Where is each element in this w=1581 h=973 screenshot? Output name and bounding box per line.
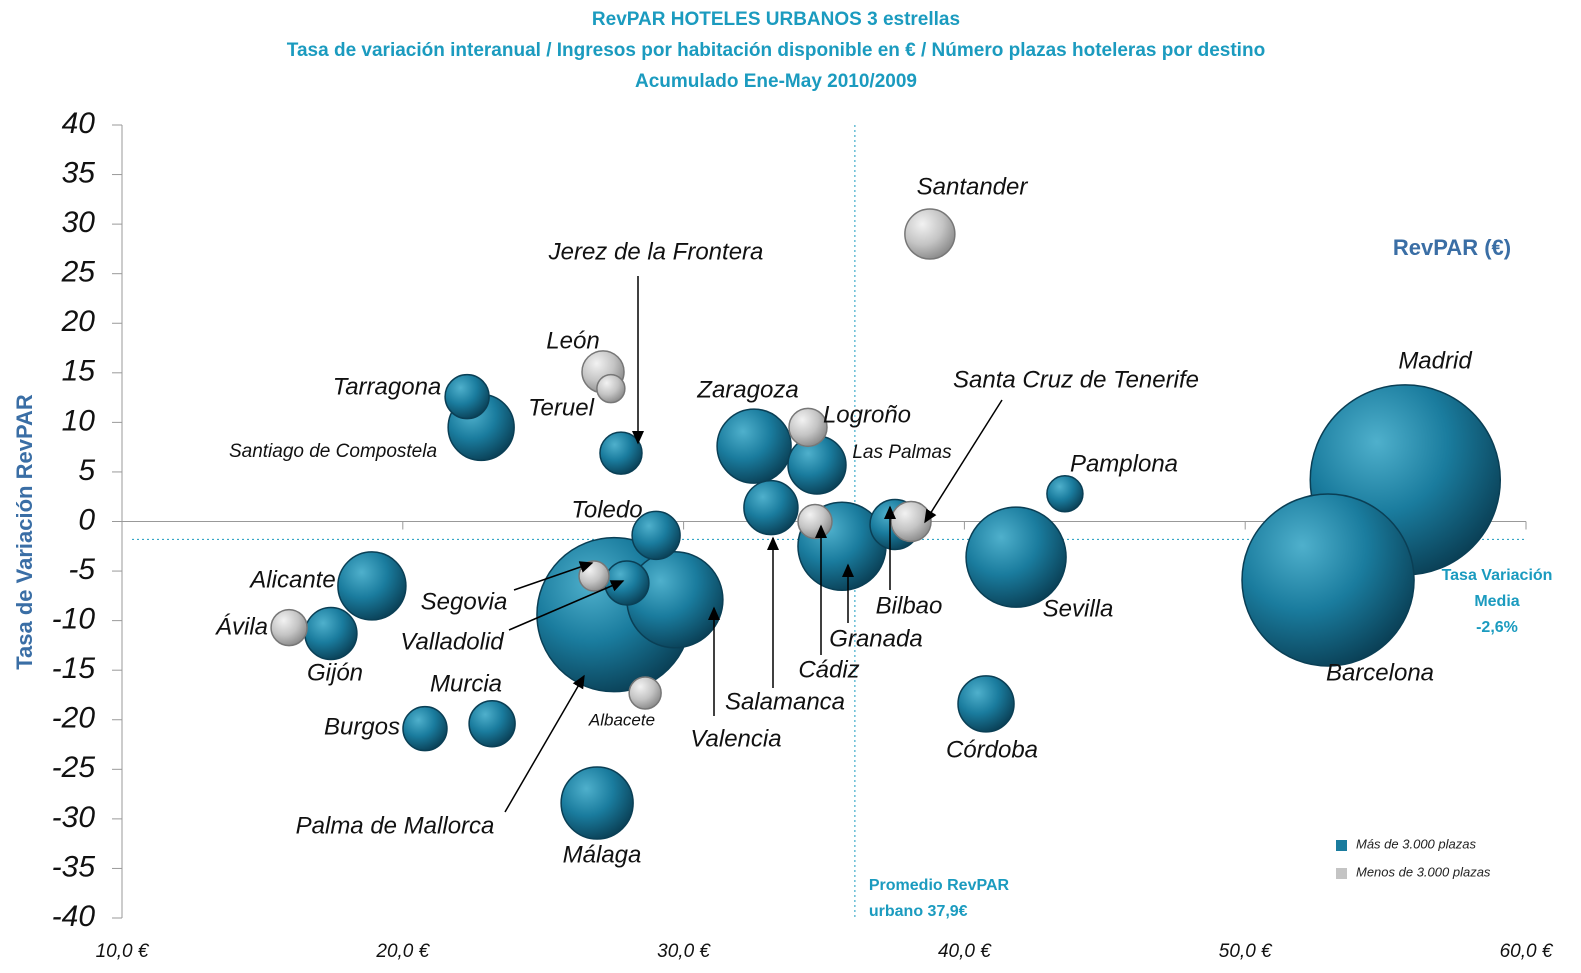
bubble [628,676,662,710]
bubble-label: Málaga [563,841,642,868]
bubble-label: Zaragoza [696,376,798,403]
annotation: urbano 37,9€ [869,903,968,920]
chart-title: RevPAR HOTELES URBANOS 3 estrellas [592,9,960,30]
x-tick-label: 30,0 € [657,941,711,962]
bubble-label: Segovia [421,588,508,615]
x-tick-label: 10,0 € [96,941,150,962]
bubble-label: Logroño [823,401,911,428]
arrow [504,674,585,813]
bubble-label: Cádiz [798,656,859,683]
chart-subtitle: Tasa de variación interanual / Ingresos … [287,40,1265,61]
y-tick-label: -35 [52,850,96,883]
x-axis-label: RevPAR (€) [1393,235,1511,260]
y-tick-label: -10 [52,603,96,636]
x-tick-label: 60,0 € [1500,941,1554,962]
bubble-label: Toledo [571,496,642,523]
y-tick-label: -15 [52,652,96,685]
annotation: Media [1474,593,1519,610]
bubble [444,373,490,420]
y-tick-label: 0 [78,503,95,536]
bubble [957,675,1015,733]
y-tick-label: 30 [62,206,96,239]
bubble-label: Salamanca [725,688,845,715]
bubble-label: Bilbao [876,592,943,619]
bubble-label: Ávila [215,613,268,640]
legend-label: Menos de 3.000 plazas [1356,864,1491,879]
y-tick-label: 40 [62,107,96,140]
bubble [596,373,626,404]
bubble [468,699,516,748]
bubble-label: Alicante [248,566,335,593]
bubble-label: Albacete [588,710,655,729]
bubble-label: Madrid [1398,347,1472,374]
bubble-label: León [546,327,599,354]
legend-swatch [1336,868,1347,879]
bubble-label: Sevilla [1043,595,1114,622]
annotation: Tasa Variación [1442,567,1553,584]
bubble [1241,493,1415,667]
bubble [716,408,792,484]
y-tick-label: -25 [52,751,96,784]
bubble-label: Teruel [528,394,594,421]
y-tick-label: -30 [52,801,96,834]
arrow [924,399,1003,524]
bubble [743,479,799,536]
bubble-label: Pamplona [1070,450,1178,477]
y-tick-label: -40 [52,900,96,933]
bubble-label: Santiago de Compostela [229,441,437,462]
bubble-label: Tarragona [333,373,442,400]
bubble [337,551,407,621]
bubble [788,407,828,448]
y-tick-label: 25 [61,256,96,289]
y-tick-label: 10 [62,404,96,437]
bubble-label: Jerez de la Frontera [548,238,764,265]
bubble-label: Las Palmas [852,442,952,463]
bubble-label: Córdoba [946,736,1038,763]
bubble-label: Valencia [690,725,781,752]
x-tick-label: 50,0 € [1219,941,1273,962]
bubble-label: Barcelona [1326,659,1434,686]
arrow [513,561,594,591]
bubble [304,606,358,661]
y-tick-label: 35 [62,156,96,189]
bubble [631,510,681,561]
bubble [599,431,643,475]
annotation: -2,6% [1476,619,1518,636]
bubble [965,506,1067,608]
bubble [270,608,308,647]
bubble-label: Santander [917,173,1029,200]
bubble [604,560,650,606]
y-tick-label: -20 [52,702,96,735]
bubble-label: Palma de Mallorca [296,812,495,839]
bubble-label: Santa Cruz de Tenerife [953,366,1199,393]
arrow [508,580,625,631]
bubble [402,705,448,752]
bubble [560,766,634,840]
x-tick-label: 40,0 € [938,941,992,962]
y-tick-label: 15 [62,355,96,388]
legend-swatch [1336,840,1347,851]
y-tick-label: 5 [78,454,95,487]
y-tick-label: -5 [68,553,95,586]
bubble [1046,474,1084,513]
x-tick-label: 20,0 € [375,941,430,962]
bubble-label: Burgos [324,713,400,740]
bubble [797,503,833,540]
bubble-label: Valladolid [400,628,504,655]
legend-label: Más de 3.000 plazas [1356,836,1476,851]
bubble-label: Gijón [307,659,363,686]
y-axis-label: Tasa de Variación RevPAR [12,394,37,670]
bubble [904,208,956,260]
y-tick-label: 20 [61,305,96,338]
annotation: Promedio RevPAR [869,877,1010,894]
chart-subtitle: Acumulado Ene-May 2010/2009 [635,71,917,92]
bubble-label: Granada [829,625,922,652]
bubble-label: Murcia [430,670,502,697]
